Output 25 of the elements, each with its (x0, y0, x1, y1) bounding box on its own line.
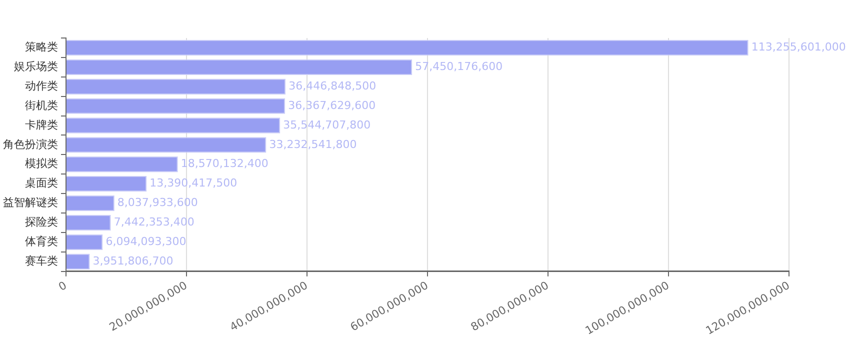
data-label: 7,442,353,400 (114, 216, 194, 229)
data-label: 33,232,541,800 (269, 138, 357, 151)
data-label: 18,570,132,400 (180, 157, 268, 170)
y-tick-label: 探险类 (25, 216, 58, 229)
data-label: 36,446,848,500 (288, 79, 376, 92)
y-tick-label: 模拟类 (25, 157, 58, 170)
data-label: 8,037,933,600 (117, 196, 198, 210)
x-tick-label: 0 (56, 278, 69, 294)
y-tick-label: 角色扮演类 (3, 138, 58, 151)
y-tick-label: 街机类 (25, 98, 58, 112)
y-tick-label: 赛车类 (25, 254, 58, 268)
data-label: 57,450,176,600 (415, 60, 503, 74)
y-tick-label: 桌面类 (25, 176, 58, 190)
data-label: 113,255,601,000 (751, 40, 846, 54)
data-label: 6,094,093,300 (106, 235, 186, 248)
data-label: 13,390,417,500 (150, 176, 238, 190)
data-label: 36,367,629,600 (288, 98, 376, 112)
y-tick-label: 体育类 (25, 235, 58, 248)
y-tick-label: 动作类 (25, 79, 58, 92)
data-label: 3,951,806,700 (92, 254, 174, 268)
y-tick-label: 益智解谜类 (3, 196, 58, 210)
data-label: 35,544,707,800 (283, 118, 371, 132)
y-tick-label: 娱乐场类 (14, 60, 58, 74)
y-tick-label: 卡牌类 (25, 118, 58, 132)
y-tick-label: 策略类 (25, 40, 58, 54)
